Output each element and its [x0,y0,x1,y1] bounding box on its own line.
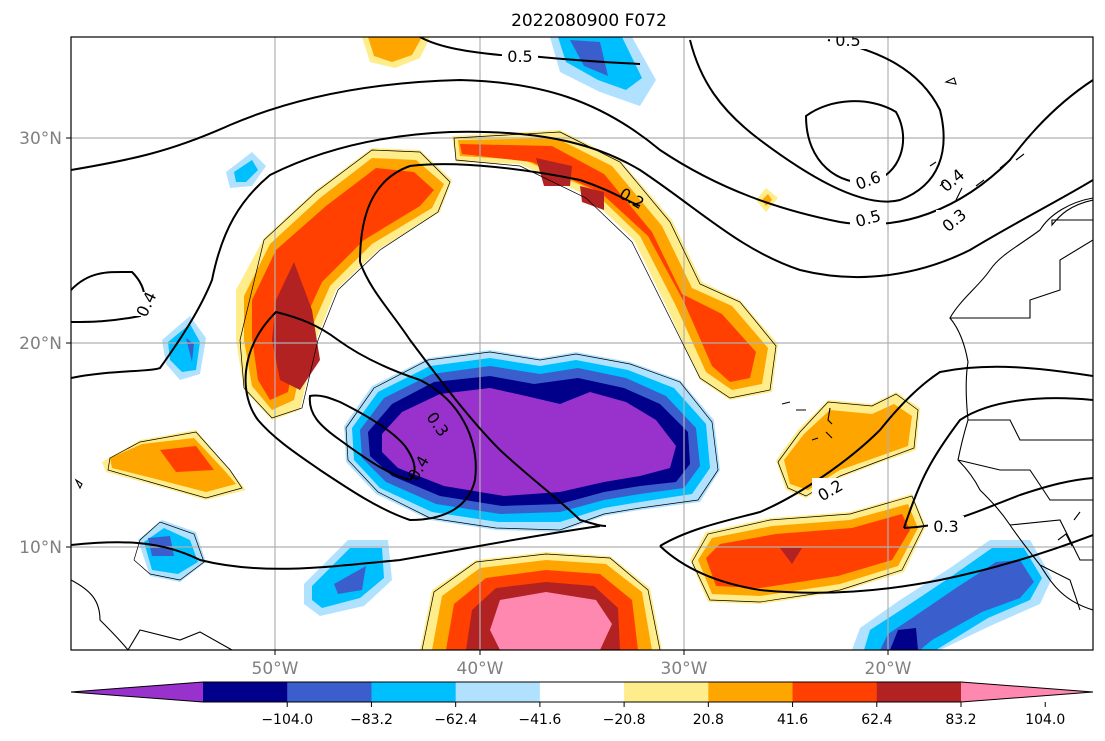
negative-anomaly-small-west [226,152,266,188]
colorbar-extend-high [961,682,1093,702]
colorbar-tick-label: −83.2 [350,712,393,728]
positive-anomaly-east-10n [690,494,926,604]
coastlines [71,77,1093,650]
colorbar-tick-label: 41.6 [777,712,808,728]
colorbar-tick-label: −41.6 [518,712,561,728]
lat-label-10n: 10°N [19,538,62,558]
positive-anomaly-small-east [756,188,778,212]
colorbar-segment [287,682,372,702]
negative-anomaly-central [344,350,720,532]
colorbar-segment [371,682,457,702]
negative-anomaly-west-20n [162,316,206,380]
colorbar-tick-label: −62.4 [434,712,477,728]
longitude-labels: 50°W 40°W 30°W 20°W [252,659,912,679]
lat-label-20n: 20°N [19,334,62,354]
colorbar-tick-label: 104.0 [1025,712,1065,728]
latitude-labels: 30°N 20°N 10°N [19,129,62,558]
colorbar-segment [708,682,794,702]
positive-anomaly-west-14n [102,430,246,500]
colorbar-tick-label: 83.2 [945,712,976,728]
negative-anomaly-north [550,37,656,106]
colorbar [70,681,1094,703]
grid-lines [71,37,1093,650]
positive-anomaly-north-center [362,37,430,68]
map-title: 2022080900 F072 [511,11,667,31]
colorbar-tick-label: −104.0 [261,712,313,728]
lon-label-50w: 50°W [252,659,299,679]
lat-label-30n: 30°N [19,129,62,149]
lon-label-20w: 20°W [865,659,912,679]
axis-ticks [66,137,889,655]
contour-label: 0.3 [933,517,958,536]
negative-anomaly-10n-west [138,520,206,582]
thin-outline-contours [107,131,925,650]
colorbar-segment [539,682,625,702]
colorbar-extend-low [71,682,203,702]
colorbar-tick-label: 20.8 [693,712,724,728]
colorbar-tick-label: 62.4 [861,712,892,728]
negative-anomaly-south-east [852,540,1052,650]
colorbar-ticks: −104.0 −83.2 −62.4 −41.6 −20.8 20.8 41.6 62.4 83… [261,702,1065,728]
colorbar-segment [792,682,878,702]
colorbar-outline [70,681,1094,703]
colorbar-tick-label: −20.8 [603,712,646,728]
positive-anomaly-east-15n [776,392,920,498]
map-area: 0.5 0.5 0.6 0.5 0.4 0.3 0.2 0.4 0.3 0.4 … [71,31,1093,650]
contour-label: 0.5 [835,31,860,50]
colorbar-segment [203,682,288,702]
lon-label-40w: 40°W [457,659,504,679]
colorbar-segment [455,682,541,702]
contour-label: 0.5 [507,47,532,66]
lon-label-30w: 30°W [661,659,708,679]
colorbar-segment [876,682,962,702]
colorbar-segment [624,682,709,702]
